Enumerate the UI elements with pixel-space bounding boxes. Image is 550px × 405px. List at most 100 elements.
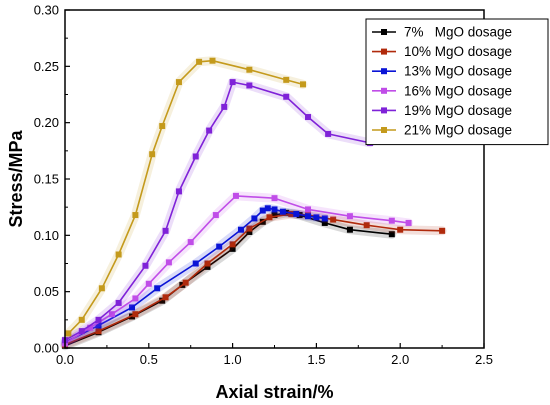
legend-marker: [381, 87, 387, 94]
data-point: [187, 239, 194, 246]
data-point: [313, 214, 320, 221]
legend-label: 21% MgO dosage: [404, 123, 512, 138]
data-point: [132, 311, 139, 318]
data-point: [346, 213, 353, 220]
data-point: [204, 263, 211, 270]
data-point: [346, 226, 353, 233]
legend-entry: 21% MgO dosage: [372, 123, 512, 138]
data-point: [206, 127, 213, 134]
x-tick-label: 0.5: [140, 352, 158, 367]
data-point: [95, 316, 102, 323]
data-point: [288, 210, 295, 217]
legend-marker: [381, 68, 387, 75]
series-5: [60, 77, 375, 345]
data-point: [87, 324, 94, 331]
data-point: [229, 79, 236, 86]
data-point: [363, 222, 370, 229]
data-point: [271, 195, 278, 202]
data-point: [266, 214, 273, 221]
data-point: [279, 208, 286, 215]
x-axis-title: Axial strain/%: [215, 382, 333, 402]
legend-label: 19% MgO dosage: [404, 103, 512, 118]
data-point: [192, 153, 199, 160]
data-point: [175, 79, 182, 86]
data-point: [175, 188, 182, 195]
data-point: [142, 262, 149, 269]
data-point: [229, 241, 236, 248]
data-point: [246, 82, 253, 89]
data-point: [154, 285, 161, 292]
data-point: [192, 260, 199, 267]
data-point: [78, 328, 85, 335]
data-point: [165, 259, 172, 266]
legend-entry: 7% MgO dosage: [372, 25, 512, 40]
data-point: [95, 322, 102, 329]
y-tick-label: 0.15: [34, 172, 59, 187]
data-point: [108, 311, 115, 318]
data-point: [246, 225, 253, 232]
series-line: [64, 207, 325, 344]
data-point: [145, 280, 152, 287]
data-point: [65, 330, 72, 337]
data-point: [251, 215, 258, 222]
data-point: [149, 151, 156, 158]
data-point: [293, 210, 300, 217]
data-point: [159, 297, 166, 304]
y-tick-label: 0.30: [34, 3, 59, 18]
y-tick-label: 0.20: [34, 115, 59, 130]
data-point: [246, 228, 253, 235]
data-point: [246, 66, 253, 73]
data-point: [397, 226, 404, 233]
data-point: [237, 226, 244, 233]
data-point: [232, 192, 239, 199]
legend-label: 10% MgO dosage: [404, 44, 512, 59]
legend-box: [365, 18, 549, 146]
data-point: [115, 299, 122, 306]
data-point: [388, 231, 395, 238]
series-4: [60, 191, 414, 348]
data-point: [439, 227, 446, 234]
data-point: [283, 76, 290, 83]
data-point: [216, 243, 223, 250]
legend-marker: [381, 48, 387, 55]
legend-entry: 16% MgO dosage: [372, 83, 512, 98]
data-point: [305, 206, 312, 213]
data-point: [305, 114, 312, 121]
data-point: [271, 206, 278, 213]
x-tick-label: 1.5: [307, 352, 325, 367]
legend-label: 16% MgO dosage: [404, 83, 512, 98]
data-point: [132, 295, 139, 302]
data-point: [283, 93, 290, 100]
data-point: [132, 212, 139, 219]
legend: 7% MgO dosage 10% MgO dosage 13% MgO dosag…: [365, 18, 549, 146]
series-2: [60, 209, 447, 350]
data-point: [159, 123, 166, 130]
axis-ticks: 0.0 0.5 1.0 1.5 2.0 2.5 0.00 0.05 0.10 0.15 0.20 0.…: [34, 3, 493, 368]
data-point: [196, 58, 203, 65]
data-point: [182, 279, 189, 286]
y-axis-title: Stress/MPa: [6, 129, 26, 227]
y-tick-label: 0.10: [34, 228, 59, 243]
data-point: [388, 217, 395, 224]
y-tick-label: 0.25: [34, 59, 59, 74]
series-6: [63, 56, 308, 338]
series-line: [64, 81, 371, 341]
data-point: [271, 212, 278, 219]
x-tick-label: 1.0: [224, 352, 242, 367]
legend-label: 13% MgO dosage: [404, 64, 512, 79]
data-point: [162, 294, 169, 301]
data-point: [259, 207, 266, 214]
y-tick-label: 0.05: [34, 284, 59, 299]
data-point: [98, 285, 105, 292]
data-point: [264, 205, 271, 212]
legend-marker: [381, 107, 387, 114]
legend-entry: 19% MgO dosage: [372, 103, 512, 118]
data-point: [115, 251, 122, 258]
data-point: [321, 215, 328, 222]
data-point: [162, 227, 169, 234]
x-tick-label: 2.5: [475, 352, 493, 367]
data-point: [78, 316, 85, 323]
data-point: [321, 219, 328, 226]
legend-entry: 13% MgO dosage: [372, 64, 512, 79]
